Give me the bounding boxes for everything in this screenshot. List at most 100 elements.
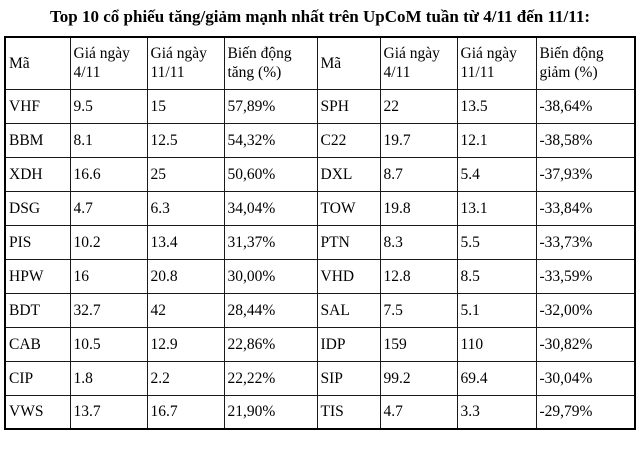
- cell-loser-change-pct: -30,82%: [535, 326, 636, 362]
- cell-gainer-price-4-11: 9.5: [69, 88, 148, 124]
- cell-loser-change-pct: -29,79%: [535, 394, 636, 430]
- header-row: Mã Giá ngày 4/11 Giá ngày 11/11 Biến động t…: [4, 36, 636, 90]
- cell-gainer-change-pct: 50,60%: [223, 156, 318, 192]
- table-row: BBM 8.1 12.5 54,32% C22 19.7 12.1 -38,58%: [4, 122, 636, 158]
- cell-gainer-price-11-11: 42: [146, 292, 225, 328]
- cell-gainer-change-pct: 34,04%: [223, 190, 318, 226]
- table-row: PIS 10.2 13.4 31,37% PTN 8.3 5.5 -33,73%: [4, 224, 636, 260]
- cell-loser-change-pct: -38,58%: [535, 122, 636, 158]
- cell-loser-price-4-11: 159: [379, 326, 458, 362]
- cell-loser-price-4-11: 19.8: [379, 190, 458, 226]
- cell-loser-price-4-11: 99.2: [379, 360, 458, 396]
- cell-gainer-price-4-11: 16: [69, 258, 148, 294]
- cell-loser-change-pct: -37,93%: [535, 156, 636, 192]
- cell-loser-price-11-11: 69.4: [456, 360, 537, 396]
- column-header-loser-price-4-11: Giá ngày 4/11: [379, 36, 458, 90]
- cell-loser-code: TIS: [316, 394, 381, 430]
- cell-gainer-price-11-11: 12.5: [146, 122, 225, 158]
- cell-gainer-price-4-11: 10.5: [69, 326, 148, 362]
- cell-gainer-code: BDT: [4, 292, 71, 328]
- cell-gainer-price-11-11: 6.3: [146, 190, 225, 226]
- cell-gainer-change-pct: 28,44%: [223, 292, 318, 328]
- cell-gainer-price-4-11: 8.1: [69, 122, 148, 158]
- cell-loser-price-4-11: 19.7: [379, 122, 458, 158]
- column-header-gainer-price-11-11: Giá ngày 11/11: [146, 36, 225, 90]
- table-row: VHF 9.5 15 57,89% SPH 22 13.5 -38,64%: [4, 88, 636, 124]
- cell-gainer-price-11-11: 15: [146, 88, 225, 124]
- cell-loser-price-11-11: 13.1: [456, 190, 537, 226]
- cell-loser-code: DXL: [316, 156, 381, 192]
- table-row: CIP 1.8 2.2 22,22% SIP 99.2 69.4 -30,04%: [4, 360, 636, 396]
- table-row: HPW 16 20.8 30,00% VHD 12.8 8.5 -33,59%: [4, 258, 636, 294]
- cell-gainer-price-11-11: 13.4: [146, 224, 225, 260]
- cell-loser-change-pct: -38,64%: [535, 88, 636, 124]
- cell-gainer-change-pct: 22,86%: [223, 326, 318, 362]
- cell-gainer-change-pct: 22,22%: [223, 360, 318, 396]
- cell-gainer-price-11-11: 2.2: [146, 360, 225, 396]
- cell-loser-change-pct: -33,59%: [535, 258, 636, 294]
- cell-gainer-code: PIS: [4, 224, 71, 260]
- column-header-gainer-price-4-11: Giá ngày 4/11: [69, 36, 148, 90]
- cell-gainer-change-pct: 30,00%: [223, 258, 318, 294]
- cell-loser-code: SPH: [316, 88, 381, 124]
- table-row: DSG 4.7 6.3 34,04% TOW 19.8 13.1 -33,84%: [4, 190, 636, 226]
- cell-loser-change-pct: -33,84%: [535, 190, 636, 226]
- cell-loser-price-11-11: 3.3: [456, 394, 537, 430]
- cell-gainer-code: VHF: [4, 88, 71, 124]
- cell-gainer-price-4-11: 32.7: [69, 292, 148, 328]
- table-row: VWS 13.7 16.7 21,90% TIS 4.7 3.3 -29,79%: [4, 394, 636, 430]
- table-body: VHF 9.5 15 57,89% SPH 22 13.5 -38,64% BBM 8.1 12.5…: [4, 88, 636, 430]
- column-header-loser-price-11-11: Giá ngày 11/11: [456, 36, 537, 90]
- cell-gainer-price-4-11: 10.2: [69, 224, 148, 260]
- cell-loser-price-4-11: 8.7: [379, 156, 458, 192]
- cell-loser-price-11-11: 12.1: [456, 122, 537, 158]
- cell-gainer-code: VWS: [4, 394, 71, 430]
- cell-gainer-change-pct: 54,32%: [223, 122, 318, 158]
- cell-gainer-code: CAB: [4, 326, 71, 362]
- cell-gainer-price-4-11: 13.7: [69, 394, 148, 430]
- stocks-table: Mã Giá ngày 4/11 Giá ngày 11/11 Biến động t…: [4, 36, 636, 430]
- cell-loser-price-4-11: 12.8: [379, 258, 458, 294]
- cell-gainer-price-4-11: 4.7: [69, 190, 148, 226]
- cell-loser-code: VHD: [316, 258, 381, 294]
- cell-loser-price-11-11: 13.5: [456, 88, 537, 124]
- table-row: BDT 32.7 42 28,44% SAL 7.5 5.1 -32,00%: [4, 292, 636, 328]
- cell-loser-change-pct: -33,73%: [535, 224, 636, 260]
- cell-gainer-price-4-11: 1.8: [69, 360, 148, 396]
- cell-loser-price-4-11: 8.3: [379, 224, 458, 260]
- cell-gainer-code: CIP: [4, 360, 71, 396]
- cell-gainer-code: HPW: [4, 258, 71, 294]
- column-header-loser-change-pct: Biến động giảm (%): [535, 36, 636, 90]
- cell-loser-code: TOW: [316, 190, 381, 226]
- cell-loser-price-11-11: 8.5: [456, 258, 537, 294]
- cell-loser-change-pct: -32,00%: [535, 292, 636, 328]
- cell-gainer-code: DSG: [4, 190, 71, 226]
- cell-loser-price-11-11: 5.5: [456, 224, 537, 260]
- cell-gainer-price-11-11: 16.7: [146, 394, 225, 430]
- cell-loser-price-4-11: 4.7: [379, 394, 458, 430]
- cell-loser-price-4-11: 22: [379, 88, 458, 124]
- cell-loser-code: C22: [316, 122, 381, 158]
- cell-gainer-price-11-11: 12.9: [146, 326, 225, 362]
- table-header: Mã Giá ngày 4/11 Giá ngày 11/11 Biến động t…: [4, 36, 636, 90]
- cell-loser-code: PTN: [316, 224, 381, 260]
- cell-loser-price-11-11: 110: [456, 326, 537, 362]
- cell-gainer-change-pct: 57,89%: [223, 88, 318, 124]
- page-title: Top 10 cổ phiếu tăng/giảm mạnh nhất trên…: [50, 7, 590, 26]
- cell-gainer-change-pct: 21,90%: [223, 394, 318, 430]
- cell-loser-code: SIP: [316, 360, 381, 396]
- column-header-gainer-change-pct: Biến động tăng (%): [223, 36, 318, 90]
- cell-gainer-price-11-11: 20.8: [146, 258, 225, 294]
- column-header-loser-code: Mã: [316, 36, 381, 90]
- cell-gainer-price-11-11: 25: [146, 156, 225, 192]
- cell-loser-code: SAL: [316, 292, 381, 328]
- cell-loser-change-pct: -30,04%: [535, 360, 636, 396]
- cell-gainer-change-pct: 31,37%: [223, 224, 318, 260]
- cell-gainer-price-4-11: 16.6: [69, 156, 148, 192]
- cell-gainer-code: BBM: [4, 122, 71, 158]
- column-header-gainer-code: Mã: [4, 36, 71, 90]
- cell-gainer-code: XDH: [4, 156, 71, 192]
- table-row: CAB 10.5 12.9 22,86% IDP 159 110 -30,82%: [4, 326, 636, 362]
- cell-loser-code: IDP: [316, 326, 381, 362]
- table-row: XDH 16.6 25 50,60% DXL 8.7 5.4 -37,93%: [4, 156, 636, 192]
